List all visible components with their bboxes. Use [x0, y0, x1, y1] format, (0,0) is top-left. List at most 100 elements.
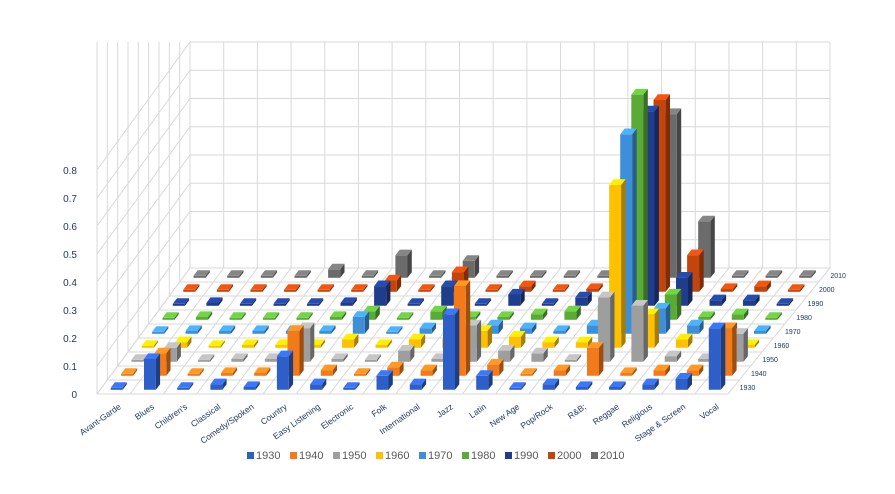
bar-side [665, 302, 671, 334]
bar-front [765, 275, 778, 278]
bar-top [542, 336, 559, 343]
bar-top [553, 364, 571, 371]
bar-top [361, 270, 379, 276]
bar [317, 284, 334, 292]
bar-top [310, 378, 327, 385]
bar [396, 312, 414, 320]
bar-side [409, 312, 414, 320]
bar-top [220, 367, 238, 373]
bar-top [653, 94, 670, 100]
bar-side [565, 325, 570, 334]
bar-side [218, 297, 223, 306]
bar-side [743, 308, 749, 320]
bar-side [231, 325, 236, 334]
legend-swatch [419, 452, 426, 459]
bar-front [474, 303, 487, 306]
bar [754, 280, 771, 292]
bar-top [243, 381, 260, 387]
bar-front [219, 331, 231, 334]
bar [531, 347, 548, 362]
bar-front [231, 359, 244, 362]
bar [374, 280, 391, 306]
bar-top [175, 336, 192, 343]
bar-side [499, 359, 504, 376]
bar-top [409, 378, 427, 385]
legend-label: 1960 [385, 450, 409, 462]
floor-gridline-cat [329, 267, 427, 395]
bar [263, 312, 280, 320]
bar-top [675, 373, 692, 379]
bar-front [351, 289, 364, 292]
bar-front [284, 289, 297, 292]
bar [474, 298, 492, 306]
bar-front [407, 303, 420, 306]
bar-side [352, 297, 357, 306]
side-wall-gridline [96, 211, 191, 339]
bar [487, 359, 504, 376]
bar [252, 325, 269, 334]
bar-side [243, 353, 248, 362]
bar [273, 298, 290, 306]
bar-side [665, 364, 670, 376]
bar-top [698, 311, 715, 317]
bar-top [395, 249, 412, 256]
bar-side [721, 294, 727, 306]
bar-top [664, 350, 682, 357]
legend-swatch [290, 452, 297, 459]
bar [296, 312, 313, 320]
bar-side [598, 283, 603, 292]
bar-side [687, 373, 692, 390]
bar-top [754, 280, 771, 287]
bar-side [687, 333, 693, 348]
bar-top [328, 263, 345, 270]
bar-top [375, 339, 392, 345]
bar-side [264, 325, 269, 334]
bar [276, 350, 294, 390]
side-wall-gridline [96, 239, 191, 367]
bar [206, 297, 223, 306]
bar-front [765, 317, 778, 320]
bar [342, 333, 359, 348]
bar-front [698, 317, 711, 320]
bar-front [586, 289, 599, 292]
bar-front [352, 316, 365, 334]
bar-side [777, 270, 783, 278]
bar-top [476, 370, 493, 376]
bar-top [172, 298, 190, 304]
bar-side [266, 367, 271, 376]
bar-front [210, 384, 223, 390]
bar [642, 378, 659, 390]
bar-top [453, 280, 471, 287]
bar [260, 270, 278, 278]
bar-front [642, 384, 655, 390]
bar-front [329, 317, 342, 320]
bar [420, 364, 437, 376]
bar-front [497, 317, 510, 320]
bar-side [189, 382, 194, 390]
bar-side [133, 368, 138, 376]
bar [675, 373, 692, 390]
bar-side [643, 300, 648, 362]
bar-top [520, 368, 537, 374]
bar-front [552, 289, 565, 292]
bar-top [250, 284, 267, 290]
bar-top [485, 284, 502, 290]
bar-front [631, 305, 644, 362]
legend-label: 1970 [428, 450, 452, 462]
y-tick-label: 0.7 [63, 194, 77, 205]
bar-front [508, 294, 521, 306]
bar-front [275, 345, 288, 348]
bar-side [542, 270, 547, 278]
bar-side [732, 283, 738, 292]
bar-front [743, 300, 756, 306]
bar [227, 270, 244, 278]
bar-side [210, 354, 215, 362]
bar [328, 263, 345, 278]
bar-side [754, 339, 760, 348]
bar-top [754, 325, 771, 331]
bar-top [530, 270, 547, 276]
bar [754, 325, 771, 334]
bar-side [197, 325, 202, 334]
bar-side [310, 322, 315, 362]
